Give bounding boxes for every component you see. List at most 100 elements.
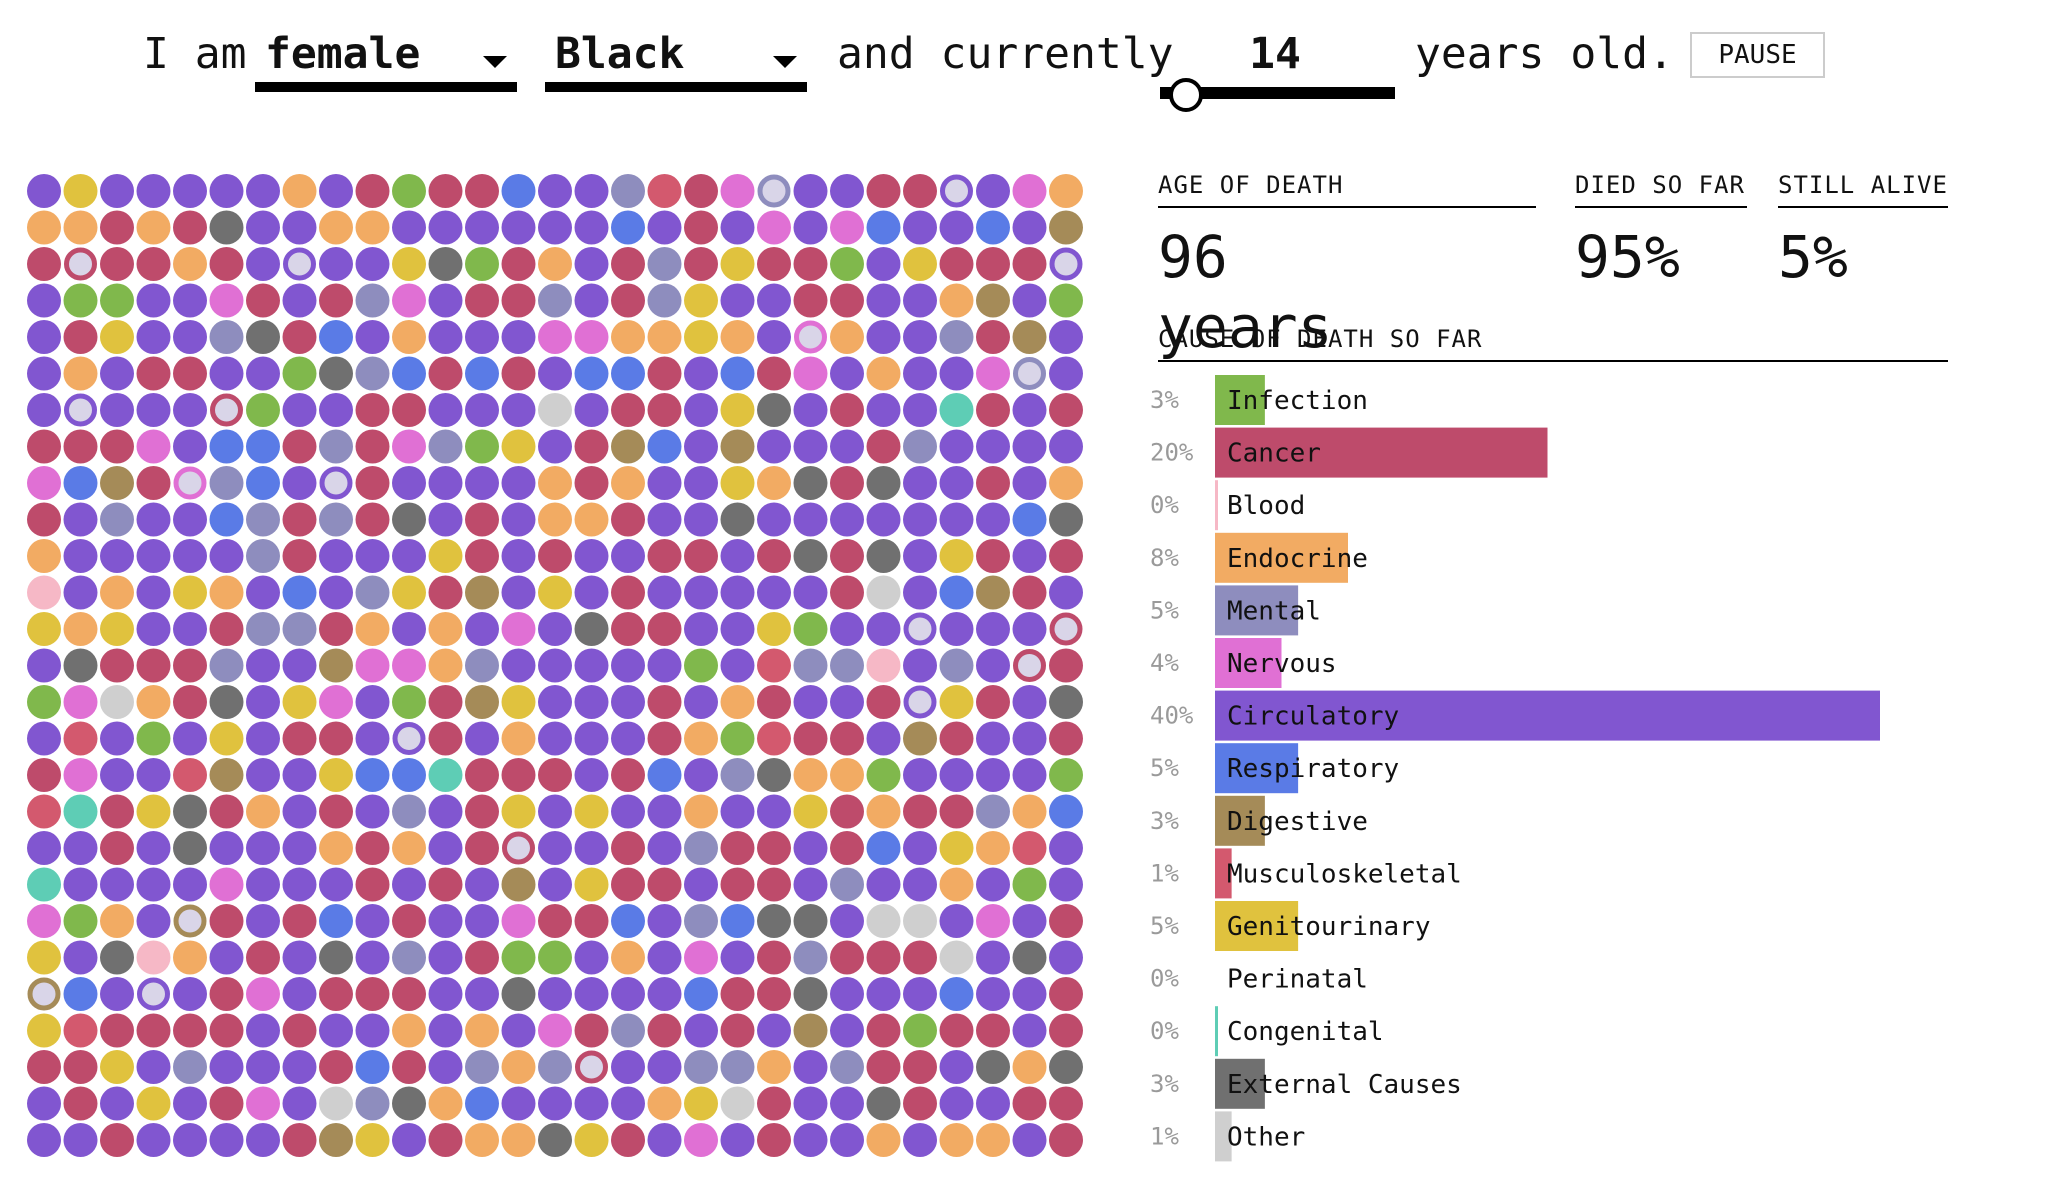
person-dot [27, 1123, 61, 1157]
person-dot [830, 575, 864, 610]
person-dot [793, 393, 828, 427]
person-dot [465, 794, 499, 829]
bar-category-label: Infection [1227, 386, 1368, 416]
person-dot [866, 685, 901, 719]
person-dot [939, 575, 974, 610]
person-dot [319, 612, 353, 646]
person-dot [392, 758, 426, 792]
person-dot [866, 831, 901, 865]
person-dot [684, 429, 718, 464]
person-dot [501, 1050, 536, 1084]
pause-button[interactable]: PAUSE [1690, 32, 1825, 78]
person-dot [355, 758, 390, 792]
person-dot [428, 502, 463, 537]
person-dot [501, 977, 536, 1011]
person-dot [209, 502, 244, 537]
person-dot [136, 539, 171, 573]
person-dot [939, 210, 974, 245]
person-dot [720, 575, 755, 610]
person-dot [392, 174, 426, 208]
person-dot [538, 539, 572, 573]
person-dot [611, 575, 645, 610]
person-dot [684, 831, 718, 865]
person-dot [465, 466, 499, 500]
person-dot [355, 794, 390, 829]
person-dot [611, 794, 645, 829]
person-dot [428, 210, 463, 245]
person-dot [465, 1013, 499, 1048]
sex-select[interactable]: female [255, 24, 517, 92]
person-dot [1012, 210, 1047, 245]
bar-respiratory [1215, 743, 1299, 794]
person-dot [246, 393, 280, 427]
bar-category-label: Digestive [1227, 807, 1368, 837]
person-dot [173, 210, 207, 245]
person-dot [136, 1123, 171, 1157]
person-dot [282, 940, 317, 975]
person-dot [1049, 794, 1083, 829]
person-dot [793, 1013, 828, 1048]
person-dot [538, 429, 572, 464]
person-dot [903, 247, 937, 281]
person-dot [392, 1086, 426, 1121]
died-so-far-value: 95% [1575, 223, 1680, 291]
person-dot [757, 320, 791, 354]
person-dot [793, 429, 828, 464]
person-dot [27, 539, 61, 573]
person-dot [866, 283, 901, 318]
age-slider-thumb[interactable] [1169, 78, 1203, 112]
person-dot [976, 648, 1010, 683]
person-dot [282, 174, 317, 208]
person-dot [173, 867, 207, 902]
person-dot [574, 867, 609, 902]
person-dot [830, 831, 864, 865]
person-dot [173, 648, 207, 683]
person-dot [720, 940, 755, 975]
age-slider-track[interactable] [1160, 87, 1395, 99]
person-dot [173, 429, 207, 464]
bar-external-causes [1215, 1058, 1265, 1109]
person-dot [465, 575, 499, 610]
person-dot [428, 831, 463, 865]
person-dot [136, 685, 171, 719]
person-dot [465, 356, 499, 391]
person-dot [647, 575, 682, 610]
person-dot [757, 539, 791, 573]
person-dot [793, 612, 828, 646]
person-dot [282, 612, 317, 646]
person-dot [575, 1050, 608, 1084]
person-dot [355, 1086, 390, 1121]
person-dot [976, 539, 1010, 573]
person-dot [501, 174, 536, 208]
person-dot [757, 283, 791, 318]
person-dot [757, 721, 791, 756]
person-dot [647, 831, 682, 865]
person-dot [684, 721, 718, 756]
person-dot [903, 1013, 937, 1048]
person-dot [976, 1086, 1010, 1121]
person-dot [976, 867, 1010, 902]
person-dot [830, 466, 864, 500]
person-dot [63, 685, 98, 719]
person-dot [757, 612, 791, 646]
person-dot [63, 758, 98, 792]
person-dot [903, 794, 937, 829]
person-dot [173, 502, 207, 537]
person-dot [830, 210, 864, 245]
race-select[interactable]: Black [545, 24, 807, 92]
person-dot [465, 940, 499, 975]
person-dot [465, 867, 499, 902]
person-dot [720, 831, 755, 865]
person-dot [63, 940, 98, 975]
person-dot [63, 1013, 98, 1048]
person-dot [1049, 1050, 1083, 1084]
person-dot [173, 1086, 207, 1121]
person-dot [173, 356, 207, 391]
person-dot [538, 831, 572, 865]
person-dot [27, 429, 61, 464]
bar-category-label: Other [1227, 1122, 1305, 1152]
bar-mental [1215, 585, 1299, 636]
bar-value-label: 8% [1150, 544, 1179, 572]
person-dot [1012, 1123, 1047, 1157]
person-dot [1049, 867, 1083, 902]
